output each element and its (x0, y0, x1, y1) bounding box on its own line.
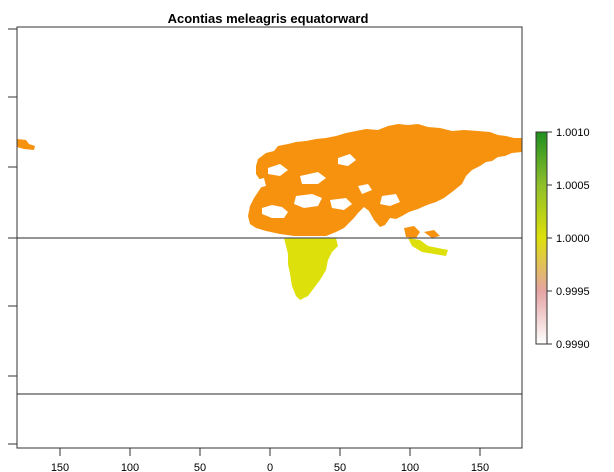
legend-label: 1.0000 (556, 233, 590, 245)
interior-gaps (256, 154, 400, 236)
legend-colorbar (535, 131, 548, 345)
x-tick-label: 50 (334, 462, 346, 472)
x-tick-label: 100 (401, 462, 419, 472)
x-tick-label: 0 (267, 462, 273, 472)
x-tick-label: 150 (51, 462, 69, 472)
north-fragment-left (17, 139, 35, 150)
legend-label: 1.0010 (556, 127, 590, 139)
africa-south-region (284, 238, 338, 300)
x-tick-label: 100 (121, 462, 139, 472)
legend-label: 0.9990 (556, 339, 590, 351)
map-title: Acontias meleagris equatorward (168, 11, 369, 26)
sea-islands-south (408, 238, 448, 256)
eurasia-region (248, 124, 522, 236)
legend-label: 0.9995 (556, 286, 590, 298)
y-axis-ticks (8, 28, 17, 445)
plot-area (17, 124, 522, 395)
legend-label: 1.0005 (556, 180, 590, 192)
legend: 1.0010 1.0005 1.0000 0.9995 0.9990 (535, 127, 590, 351)
x-axis: 150 100 50 0 50 100 150 (51, 448, 489, 472)
x-tick-label: 50 (194, 462, 206, 472)
sea-islands-north-2 (424, 230, 440, 238)
x-tick-label: 150 (471, 462, 489, 472)
sea-islands-north (404, 226, 420, 238)
